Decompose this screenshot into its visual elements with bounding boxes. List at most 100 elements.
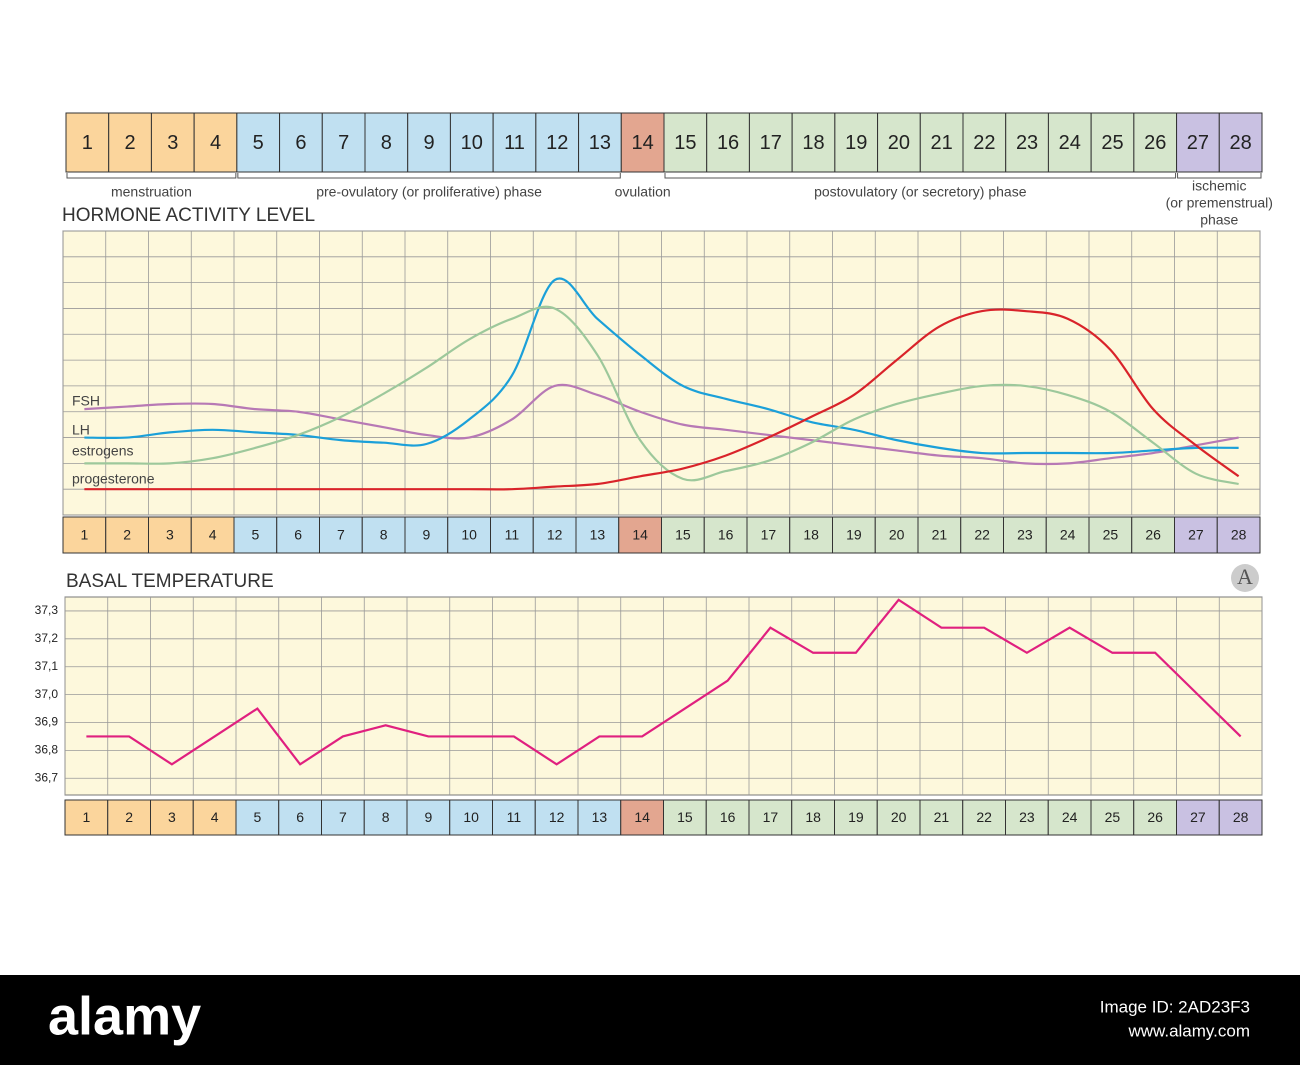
day-cell	[449, 112, 494, 173]
y-tick-label: 37,1	[35, 659, 59, 673]
day-number: 20	[889, 527, 905, 543]
day-cell	[620, 112, 665, 173]
day-number: 1	[82, 132, 93, 154]
day-cell	[64, 799, 109, 836]
day-number: 8	[382, 809, 390, 825]
day-number: 12	[546, 132, 568, 154]
day-number: 6	[296, 809, 304, 825]
day-cell	[321, 112, 366, 173]
day-number: 20	[888, 132, 910, 154]
day-number: 28	[1231, 527, 1247, 543]
phase-label: (or premenstrual)	[1166, 195, 1273, 211]
day-number: 21	[932, 527, 948, 543]
day-number: 8	[380, 527, 388, 543]
day-number: 10	[461, 527, 477, 543]
day-number: 6	[294, 527, 302, 543]
day-cell	[1047, 799, 1092, 836]
day-number: 9	[424, 132, 435, 154]
day-cell	[1176, 799, 1220, 836]
day-number: 24	[1060, 527, 1076, 543]
day-cell	[1088, 516, 1133, 554]
day-cell	[1005, 112, 1049, 173]
footer-url: www.alamy.com	[1127, 1021, 1250, 1040]
day-number: 14	[634, 809, 650, 825]
day-cell	[364, 112, 409, 173]
day-cell	[1176, 112, 1220, 173]
day-number: 15	[677, 809, 693, 825]
day-cell	[575, 516, 620, 554]
series-label: progesterone	[72, 471, 155, 487]
day-number: 20	[891, 809, 907, 825]
day-number: 23	[1016, 132, 1038, 154]
day-number: 17	[760, 132, 782, 154]
day-number: 9	[424, 809, 432, 825]
day-number: 16	[718, 527, 734, 543]
day-cell	[746, 516, 791, 554]
day-cell	[62, 516, 107, 554]
day-cell	[535, 112, 580, 173]
logo: A	[1237, 564, 1253, 589]
day-number: 19	[846, 527, 862, 543]
chart-title: BASAL TEMPERATURE	[66, 571, 274, 592]
day-cell	[236, 112, 281, 173]
y-tick-label: 37,2	[35, 631, 59, 645]
day-cell	[1045, 516, 1090, 554]
series-line	[84, 277, 1239, 455]
day-cell	[1218, 799, 1263, 836]
day-number: 18	[803, 527, 819, 543]
day-cell	[706, 112, 750, 173]
day-number: 26	[1147, 809, 1163, 825]
day-cell	[233, 516, 278, 554]
day-cell	[1133, 799, 1177, 836]
day-number: 23	[1019, 809, 1035, 825]
day-cell	[620, 799, 664, 836]
day-number: 5	[251, 527, 259, 543]
day-number: 2	[125, 809, 133, 825]
y-tick-label: 36,9	[35, 715, 59, 729]
day-cell	[276, 516, 320, 554]
day-cell	[703, 516, 748, 554]
phase-bracket	[664, 173, 1177, 179]
day-cell	[65, 112, 110, 173]
day-number: 7	[339, 809, 347, 825]
day-cell	[278, 799, 322, 836]
day-number: 26	[1145, 527, 1161, 543]
day-cell	[150, 799, 194, 836]
day-cell	[148, 516, 192, 554]
phase-bracket	[66, 173, 237, 179]
day-cell	[705, 799, 750, 836]
footer-image-id: Image ID: 2AD23F3	[1100, 997, 1250, 1016]
series-label: FSH	[72, 393, 100, 409]
day-cell	[107, 799, 151, 836]
day-number: 11	[505, 527, 520, 543]
day-number: 25	[1103, 527, 1119, 543]
day-cell	[1047, 112, 1092, 173]
day-cell	[492, 112, 537, 173]
day-number: 3	[167, 132, 178, 154]
phase-label: pre-ovulatory (or proliferative) phase	[316, 184, 542, 200]
day-number: 26	[1144, 132, 1166, 154]
series-line	[84, 305, 1239, 486]
day-number: 23	[1017, 527, 1033, 543]
day-cell	[193, 112, 238, 173]
day-cell	[150, 112, 195, 173]
day-cell	[877, 112, 921, 173]
day-cell	[1216, 516, 1261, 554]
day-number: 21	[931, 132, 953, 154]
day-number: 28	[1230, 132, 1252, 154]
footer-bar	[0, 975, 1300, 1065]
day-number: 2	[125, 132, 136, 154]
chart-title: HORMONE ACTIVITY LEVEL	[62, 205, 315, 226]
series-line	[84, 308, 1240, 491]
day-number: 7	[338, 132, 349, 154]
day-number: 11	[504, 132, 525, 154]
day-number: 14	[632, 527, 648, 543]
phase-bracket	[237, 173, 621, 179]
day-cell	[962, 112, 1007, 173]
day-number: 7	[337, 527, 345, 543]
y-tick-label: 36,7	[35, 770, 59, 784]
day-cell	[791, 112, 836, 173]
day-number: 21	[934, 809, 950, 825]
